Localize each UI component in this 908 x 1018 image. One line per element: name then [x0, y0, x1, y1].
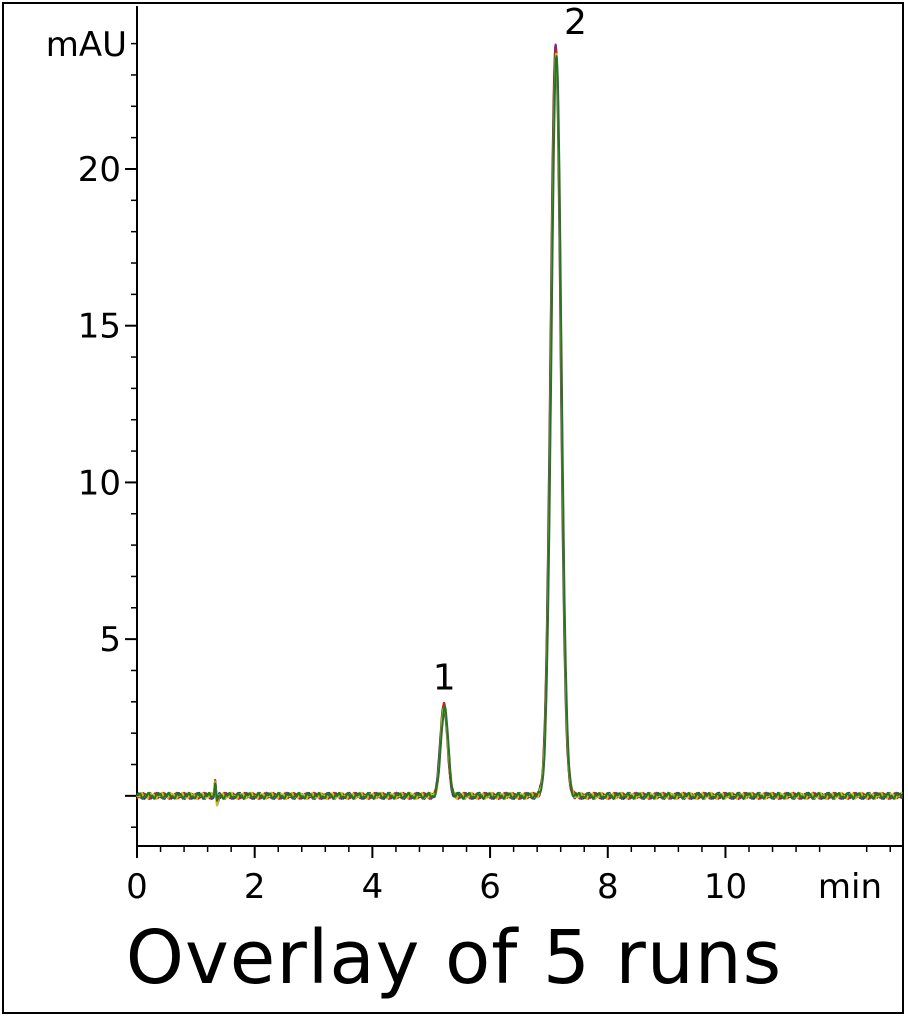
run-trace-2	[136, 43, 903, 802]
y-axis-unit-label: mAU	[46, 25, 127, 65]
run-trace-1	[136, 43, 903, 805]
run-trace-5	[136, 55, 903, 802]
chart-caption: Overlay of 5 runs	[125, 915, 783, 1001]
y-tick-label: 20	[78, 150, 121, 190]
x-tick-label: 8	[597, 867, 619, 907]
x-tick-label: 6	[479, 867, 501, 907]
axes	[136, 6, 902, 847]
y-tick-label: 5	[99, 620, 121, 660]
tick-labels: 5 10 15 20 0 2 4 6 8 10	[78, 150, 747, 907]
y-tick-label: 10	[78, 463, 121, 503]
x-tick-label: 10	[704, 867, 747, 907]
run-trace-4	[136, 52, 903, 807]
chromatogram-traces	[136, 43, 903, 807]
peak-labels: 12	[433, 2, 587, 698]
x-tick-label: 2	[244, 867, 266, 907]
run-trace-3	[136, 49, 903, 805]
x-tick-label: 0	[126, 867, 148, 907]
y-tick-label: 15	[78, 307, 121, 347]
x-axis-unit-label: min	[818, 867, 882, 907]
ticks	[125, 42, 891, 858]
x-tick-label: 4	[362, 867, 384, 907]
peak-label-2: 2	[564, 2, 587, 43]
peak-label-1: 1	[433, 657, 456, 698]
